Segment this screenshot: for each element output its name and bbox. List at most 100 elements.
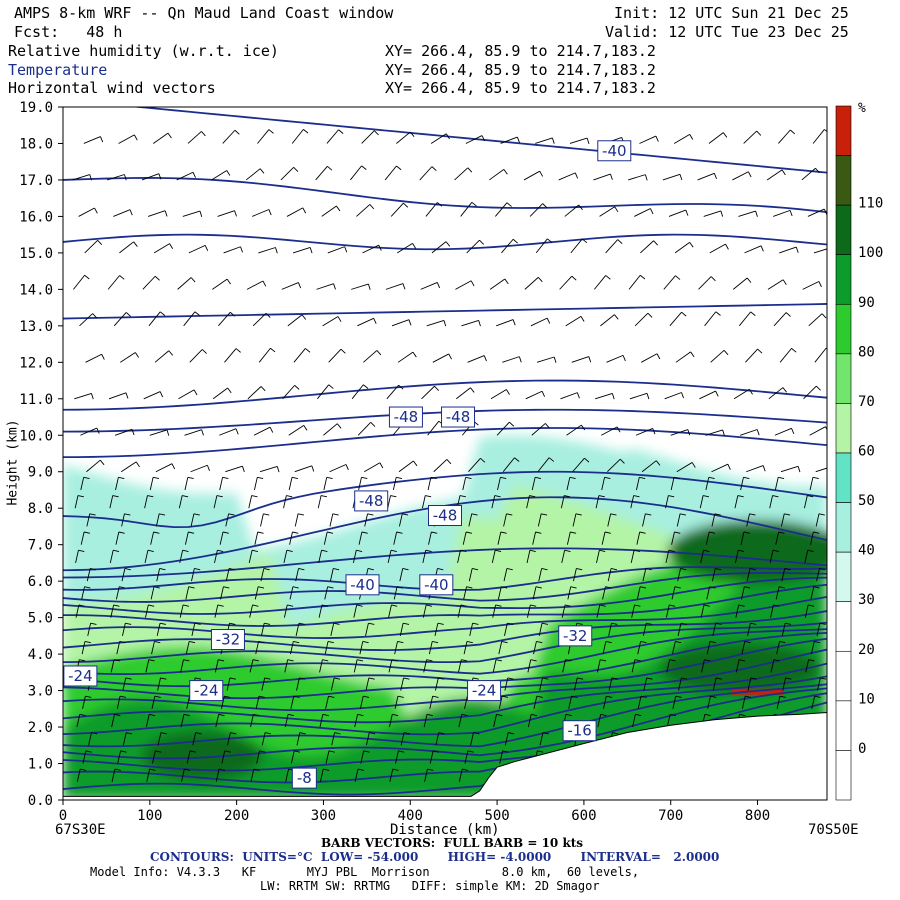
wind-barb-feather bbox=[599, 604, 606, 607]
wind-barb bbox=[191, 623, 196, 636]
wind-barb bbox=[191, 568, 195, 582]
wind-barb-feather bbox=[337, 316, 342, 322]
wind-barb-feather bbox=[153, 531, 160, 534]
wind-barb bbox=[703, 210, 721, 217]
wind-barb-feather bbox=[539, 170, 544, 177]
wind-barb bbox=[774, 477, 779, 491]
wind-barb bbox=[465, 135, 483, 144]
wind-barb bbox=[185, 586, 190, 600]
wind-barb bbox=[183, 311, 196, 327]
wind-barb bbox=[215, 714, 220, 728]
wind-barb-feather bbox=[112, 495, 119, 498]
wind-barb bbox=[532, 586, 537, 600]
wind-barb-feather bbox=[670, 713, 677, 717]
wind-barb-feather bbox=[580, 316, 585, 322]
wind-barb bbox=[86, 513, 91, 527]
wind-barb bbox=[248, 550, 253, 564]
wind-barb-feather bbox=[530, 604, 537, 607]
wind-barb bbox=[318, 604, 323, 618]
contour-label-box bbox=[354, 490, 389, 512]
wind-barb bbox=[122, 732, 127, 746]
wind-barb-feather bbox=[564, 495, 571, 498]
wind-barb-feather bbox=[270, 347, 276, 353]
contour-label-box bbox=[388, 406, 423, 428]
wind-barb-feather bbox=[361, 531, 368, 534]
wind-barb bbox=[215, 768, 220, 782]
wind-barb bbox=[457, 604, 462, 618]
colorbar-label: 0 bbox=[858, 741, 866, 757]
wind-barb-feather bbox=[368, 677, 375, 680]
wind-barb bbox=[117, 750, 121, 764]
wind-barb-feather bbox=[600, 713, 607, 717]
wind-barb-feather bbox=[673, 476, 680, 480]
wind-barb bbox=[672, 641, 676, 655]
wind-barb-feather bbox=[194, 311, 200, 316]
contour-label-box bbox=[558, 625, 593, 647]
wind-barb-feather bbox=[100, 136, 104, 143]
wind-barb bbox=[535, 238, 548, 254]
wind-barb-feather bbox=[84, 274, 90, 280]
wind-barb-feather bbox=[189, 750, 196, 753]
isotherm-low-15 bbox=[63, 576, 827, 615]
wind-barb bbox=[81, 641, 86, 655]
wind-barb bbox=[503, 513, 507, 527]
wind-barb bbox=[710, 349, 725, 363]
wind-barb-feather bbox=[503, 169, 508, 175]
wind-barb-feather bbox=[390, 549, 397, 552]
wind-barb bbox=[425, 202, 438, 217]
wind-barb-feather bbox=[785, 622, 792, 625]
wind-barb bbox=[178, 389, 195, 400]
wind-barb-feather bbox=[703, 549, 710, 552]
wind-barb-feather bbox=[646, 677, 653, 680]
contour-label: -40 bbox=[350, 576, 375, 594]
wind-barb-feather bbox=[610, 173, 613, 180]
wind-barb bbox=[570, 238, 583, 254]
wind-barb bbox=[607, 458, 621, 473]
wind-barb-feather bbox=[253, 768, 260, 771]
wind-barb-feather bbox=[460, 549, 467, 552]
wind-barb bbox=[628, 174, 646, 181]
wind-barb-feather bbox=[135, 461, 140, 468]
wind-barb-feather bbox=[264, 677, 271, 680]
wind-barb-feather bbox=[159, 311, 166, 316]
wind-barb-feather bbox=[571, 695, 578, 698]
y-tick-label: 1.0 bbox=[28, 757, 53, 773]
wind-barb-feather bbox=[166, 429, 170, 436]
wind-barb-feather bbox=[723, 350, 729, 356]
wind-barb-feather bbox=[437, 622, 444, 625]
wind-barb bbox=[386, 384, 400, 400]
x-tick-label: 300 bbox=[311, 808, 336, 824]
wind-barb-feather bbox=[408, 319, 412, 326]
wind-barb-feather bbox=[293, 640, 300, 644]
colorbar-label: 100 bbox=[858, 245, 883, 261]
wind-barb-feather bbox=[808, 659, 815, 662]
wind-barb bbox=[636, 531, 641, 545]
wind-barb-feather bbox=[293, 166, 299, 172]
wind-barb-feather bbox=[409, 131, 415, 137]
wind-barb bbox=[184, 477, 189, 491]
wind-barb bbox=[595, 392, 613, 400]
wind-barb bbox=[226, 677, 231, 691]
wind-barb-feather bbox=[391, 604, 398, 607]
wind-barb bbox=[120, 352, 136, 363]
wind-barb-feather bbox=[294, 750, 301, 753]
wind-barb-feather bbox=[182, 549, 189, 552]
right-coordinate: 70S50E bbox=[808, 822, 859, 838]
wind-barb-feather bbox=[675, 695, 682, 698]
wind-barb bbox=[677, 568, 681, 582]
wind-barb bbox=[360, 750, 365, 764]
init-time: Init: 12 UTC Sun 21 Dec 25 bbox=[614, 4, 849, 22]
wind-barb bbox=[399, 568, 404, 582]
wind-barb-feather bbox=[193, 389, 198, 396]
wind-barb bbox=[153, 243, 170, 254]
wind-barb bbox=[814, 347, 827, 363]
wind-barb bbox=[746, 465, 764, 473]
wind-barb-feather bbox=[536, 640, 543, 644]
wind-barb bbox=[255, 641, 260, 655]
wind-barb-feather bbox=[604, 531, 611, 534]
wind-barb bbox=[639, 135, 657, 144]
wind-barb-feather bbox=[462, 768, 469, 771]
wind-barb-feather bbox=[541, 622, 548, 625]
wind-barb-feather bbox=[362, 640, 369, 644]
wind-barb bbox=[801, 167, 816, 181]
